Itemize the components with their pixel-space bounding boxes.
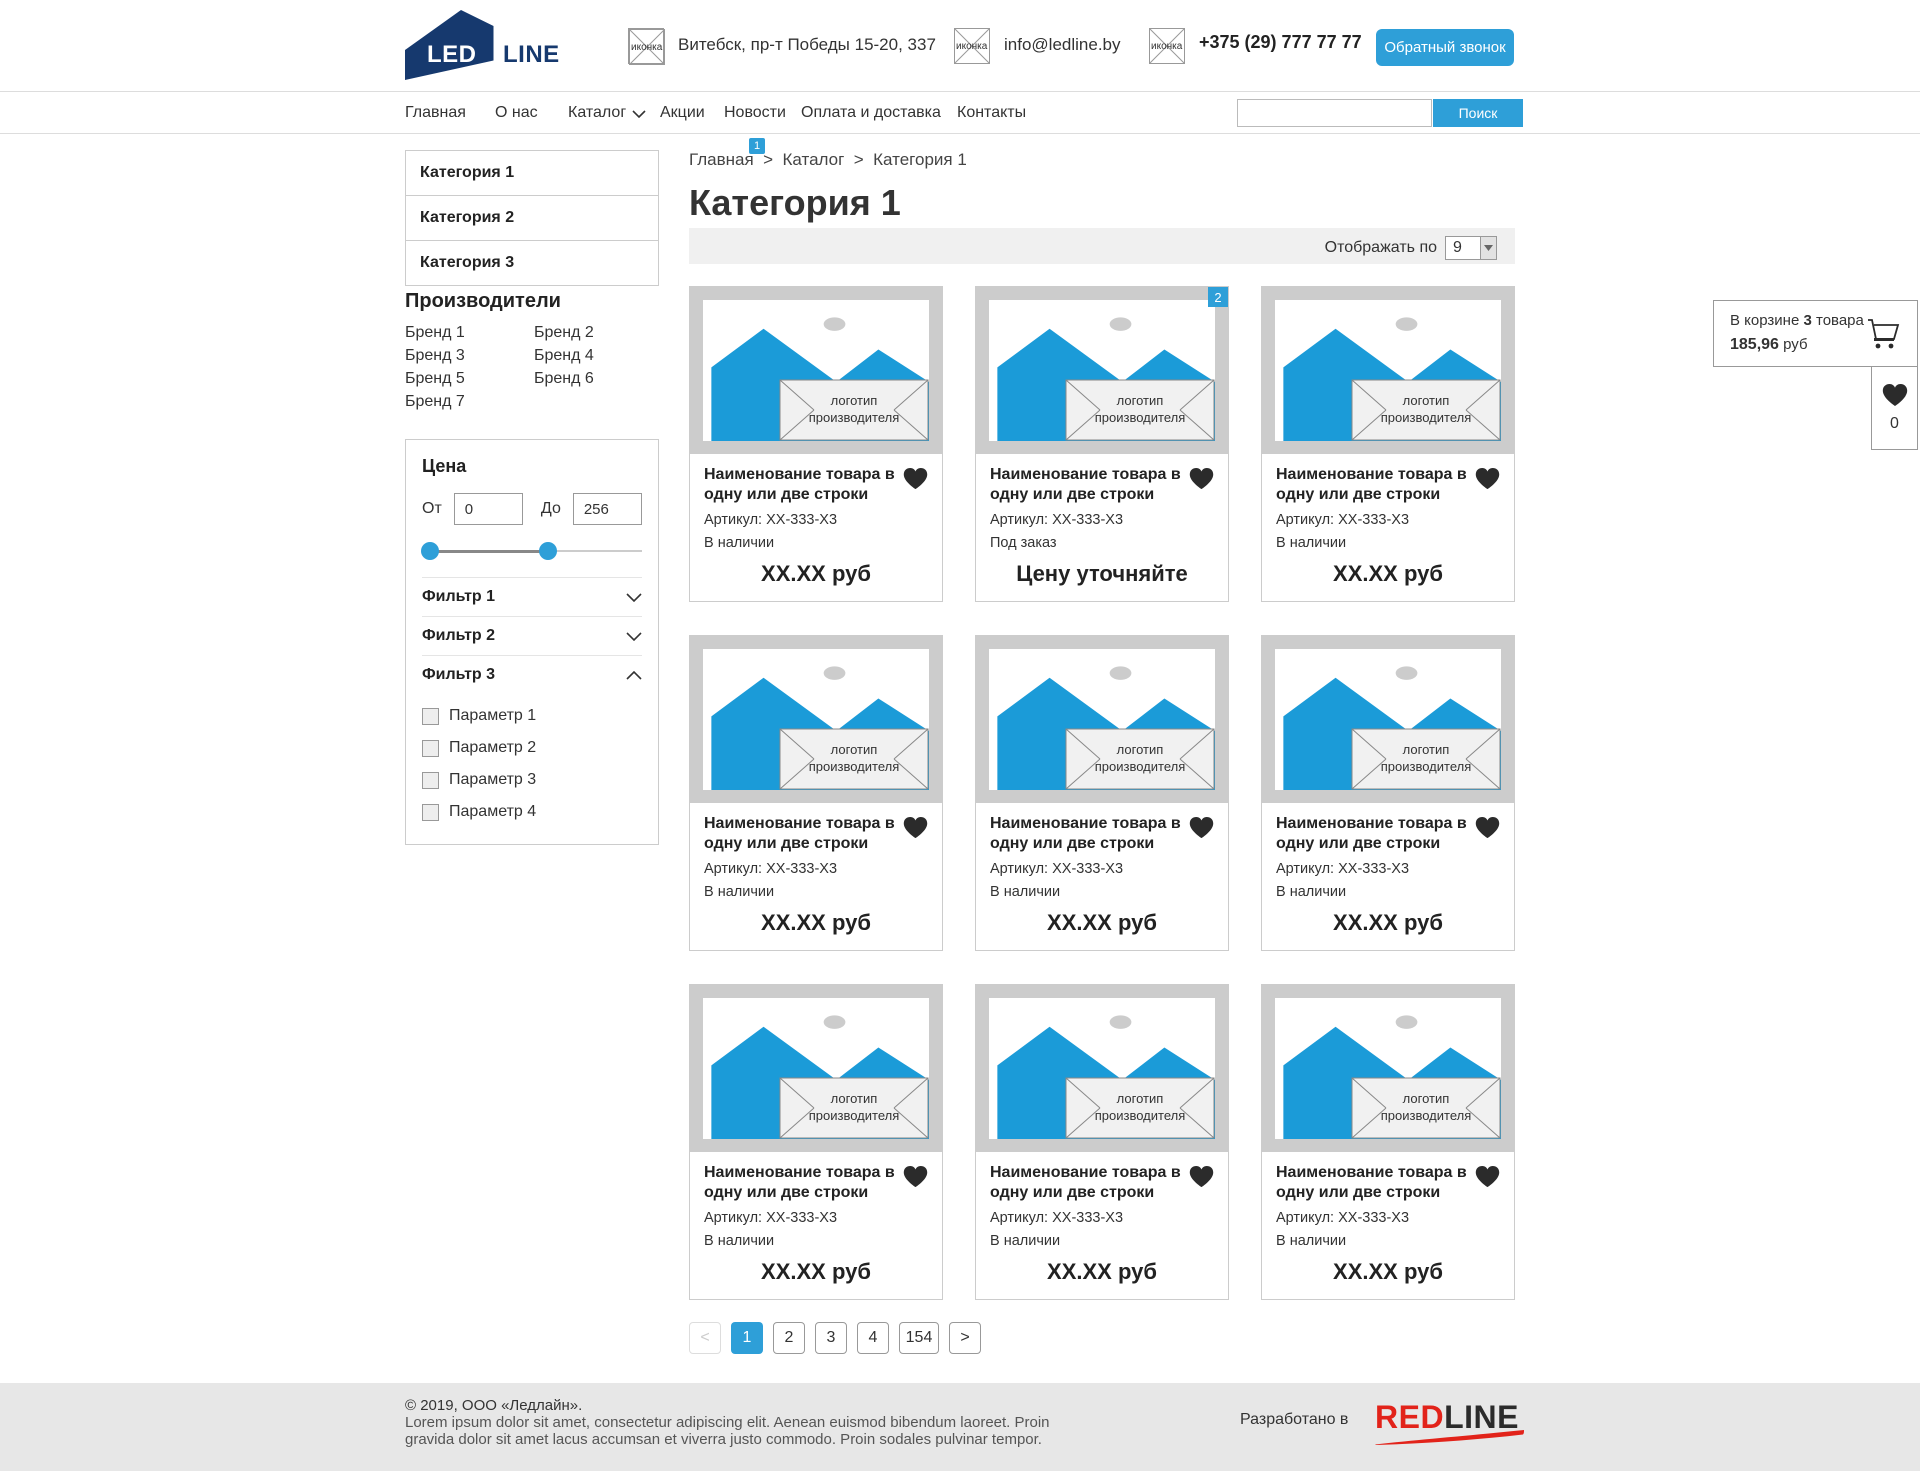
svg-text:LED: LED bbox=[427, 41, 477, 68]
svg-text:LINE: LINE bbox=[503, 41, 560, 68]
